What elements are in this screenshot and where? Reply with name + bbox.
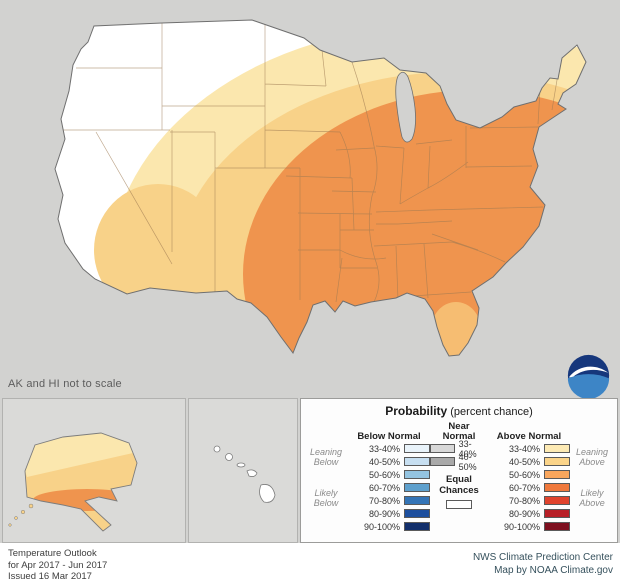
legend-title: Probability (percent chance) <box>301 404 617 418</box>
range-label: 50-60% <box>508 469 540 480</box>
map-credit: Map by NOAA Climate.gov <box>494 565 613 576</box>
noaa-logo <box>566 353 611 398</box>
credits: NWS Climate Prediction Center Map by NOA… <box>473 551 613 577</box>
legend-row: 90-100% <box>348 520 430 533</box>
equal-chances-swatch <box>446 500 472 509</box>
range-label: 33-40% <box>368 443 400 454</box>
above-swatch <box>544 483 570 492</box>
issuance-info: Temperature Outlook for Apr 2017 - Jun 2… <box>8 548 107 583</box>
below-swatch <box>404 457 430 466</box>
legend-row: 40-50% <box>488 455 570 468</box>
state-borders <box>58 21 561 303</box>
likely-below-label: Likely Below <box>313 488 339 508</box>
valid-period: for Apr 2017 - Jun 2017 <box>8 559 108 571</box>
equal-chances-label: Equal Chances <box>439 474 479 496</box>
above-normal-header: Above Normal <box>496 431 562 442</box>
source-agency: NWS Climate Prediction Center <box>472 552 613 563</box>
legend-panel: Probability (percent chance) Leaning Bel… <box>300 398 618 543</box>
below-swatch <box>404 496 430 505</box>
legend-columns: Leaning Below Likely Below Below Normal … <box>301 418 617 533</box>
legend-row: 70-80% <box>348 494 430 507</box>
range-label: 50-60% <box>368 469 400 480</box>
hawaii-islands-equal-chances <box>213 445 276 503</box>
legend-row: 50-60% <box>488 468 570 481</box>
above-swatch <box>544 496 570 505</box>
conus-map <box>54 19 587 357</box>
range-label: 40-50% <box>458 451 477 472</box>
leaning-below-label: Leaning Below <box>309 447 343 467</box>
legend-row: 70-80% <box>488 494 570 507</box>
above-normal-column: Above Normal 33-40% 40-50% 50-60% 60-70%… <box>488 420 570 533</box>
lake-michigan <box>395 71 416 143</box>
legend-row: 40-50% <box>430 452 488 472</box>
hawaii-inset <box>188 398 298 543</box>
legend-row: 60-70% <box>488 481 570 494</box>
legend-row: 80-90% <box>488 507 570 520</box>
range-label: 90-100% <box>503 521 540 532</box>
near-normal-header: Near Normal <box>442 421 476 442</box>
above-swatch <box>544 522 570 531</box>
range-label: 70-80% <box>508 495 540 506</box>
legend-row: 50-60% <box>348 468 430 481</box>
likely-above-label: Likely Above <box>579 488 605 508</box>
range-label: 60-70% <box>508 482 540 493</box>
product-title: Temperature Outlook <box>8 548 97 559</box>
conus-map-area: AK and HI not to scale <box>8 19 611 398</box>
range-label: 40-50% <box>368 456 400 467</box>
legend-row: 33-40% <box>430 439 488 459</box>
below-swatch <box>404 483 430 492</box>
legend-row: 33-40% <box>488 442 570 455</box>
near-normal-column: Near Normal 33-40% 40-50% Equal Chances <box>430 420 488 533</box>
scale-note: AK and HI not to scale <box>8 378 122 390</box>
issued-date: Issued 16 Mar 2017 <box>8 571 92 582</box>
range-label: 80-90% <box>368 508 400 519</box>
legend-row: 60-70% <box>348 481 430 494</box>
range-label: 80-90% <box>508 508 540 519</box>
hawaii-map <box>213 445 276 503</box>
range-label: 40-50% <box>508 456 540 467</box>
below-normal-header: Below Normal <box>357 431 421 442</box>
aleutian-islands <box>8 503 34 527</box>
below-side-labels: Leaning Below Likely Below <box>304 420 348 533</box>
range-label: 90-100% <box>363 521 400 532</box>
above-swatch <box>544 444 570 453</box>
near-swatch <box>430 444 455 453</box>
range-label: 60-70% <box>368 482 400 493</box>
region-above-50-60 <box>243 90 586 356</box>
legend-row: 90-100% <box>488 520 570 533</box>
above-swatch <box>544 457 570 466</box>
above-side-labels: Leaning Above Likely Above <box>570 420 614 533</box>
range-label: 33-40% <box>508 443 540 454</box>
footer: Temperature Outlook for Apr 2017 - Jun 2… <box>0 543 620 585</box>
alaska-map <box>8 432 138 532</box>
above-swatch <box>544 509 570 518</box>
legend-title-main: Probability <box>385 404 448 418</box>
below-swatch <box>404 470 430 479</box>
below-swatch <box>404 509 430 518</box>
below-normal-column: Below Normal 33-40% 40-50% 50-60% 60-70%… <box>348 420 430 533</box>
range-label: 70-80% <box>368 495 400 506</box>
alaska-north-33-40 <box>25 433 133 477</box>
legend-title-suffix: (percent chance) <box>450 406 533 418</box>
leaning-above-label: Leaning Above <box>575 447 609 467</box>
below-swatch <box>404 522 430 531</box>
legend-row: 80-90% <box>348 507 430 520</box>
region-southwest-40-50 <box>94 184 222 316</box>
noaa-emblem-icon <box>567 354 610 398</box>
alaska-inset <box>2 398 186 543</box>
near-swatch <box>430 457 455 466</box>
legend-row: 33-40% <box>348 442 430 455</box>
legend-row: 40-50% <box>348 455 430 468</box>
below-swatch <box>404 444 430 453</box>
range-label: 33-40% <box>458 438 477 459</box>
above-swatch <box>544 470 570 479</box>
